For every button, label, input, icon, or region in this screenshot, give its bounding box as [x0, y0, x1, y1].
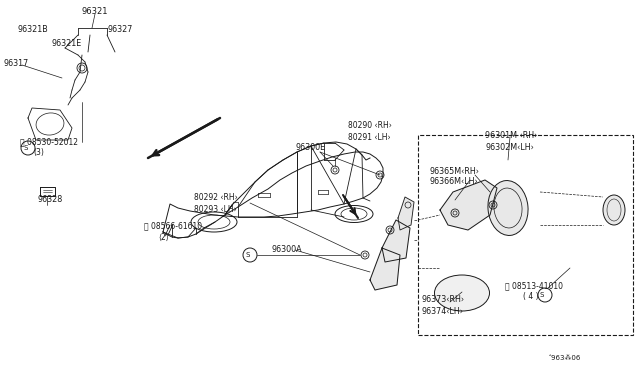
Text: Ⓢ 08566-61610: Ⓢ 08566-61610 [144, 221, 202, 231]
Polygon shape [382, 220, 410, 262]
Polygon shape [398, 197, 414, 230]
Text: 96365M‹RH›: 96365M‹RH› [430, 167, 480, 176]
Text: ( 4 ): ( 4 ) [523, 292, 539, 301]
Text: 96317: 96317 [4, 58, 29, 67]
Text: 96321E: 96321E [52, 38, 83, 48]
Bar [418, 135, 633, 335]
Text: 80291 ‹LH›: 80291 ‹LH› [348, 132, 390, 141]
Text: ⟨2⟩: ⟨2⟩ [158, 232, 169, 241]
Text: ̂963⁂06: ̂963⁂06 [552, 355, 581, 361]
Polygon shape [370, 248, 400, 290]
Text: 96374‹LH›: 96374‹LH› [422, 308, 464, 317]
Text: Ⓢ 08530-52012: Ⓢ 08530-52012 [20, 138, 78, 147]
Text: 80290 ‹RH›: 80290 ‹RH› [348, 122, 392, 131]
Ellipse shape [435, 275, 490, 311]
Polygon shape [440, 180, 497, 230]
Text: Ⓢ 08513-41010: Ⓢ 08513-41010 [505, 282, 563, 291]
Polygon shape [40, 187, 55, 196]
Text: 80293 ‹LH›: 80293 ‹LH› [194, 205, 237, 214]
Text: 96327: 96327 [108, 26, 133, 35]
Text: 96302M‹LH›: 96302M‹LH› [485, 142, 534, 151]
Text: S: S [245, 252, 250, 258]
Text: S: S [540, 292, 545, 298]
Text: 96328: 96328 [38, 196, 63, 205]
Text: (3): (3) [33, 148, 44, 157]
Text: 96321B: 96321B [18, 26, 49, 35]
Text: S: S [24, 145, 28, 151]
Text: 96300E: 96300E [296, 144, 326, 153]
Text: 96301M ‹RH›: 96301M ‹RH› [485, 131, 537, 140]
Text: 96366M‹LH›: 96366M‹LH› [430, 177, 479, 186]
Text: 80292 ‹RH›: 80292 ‹RH› [194, 193, 237, 202]
Ellipse shape [603, 195, 625, 225]
Text: 96300A: 96300A [272, 246, 303, 254]
Ellipse shape [488, 180, 528, 235]
Text: 96321: 96321 [82, 7, 109, 16]
Text: 96373‹RH›: 96373‹RH› [422, 295, 465, 305]
